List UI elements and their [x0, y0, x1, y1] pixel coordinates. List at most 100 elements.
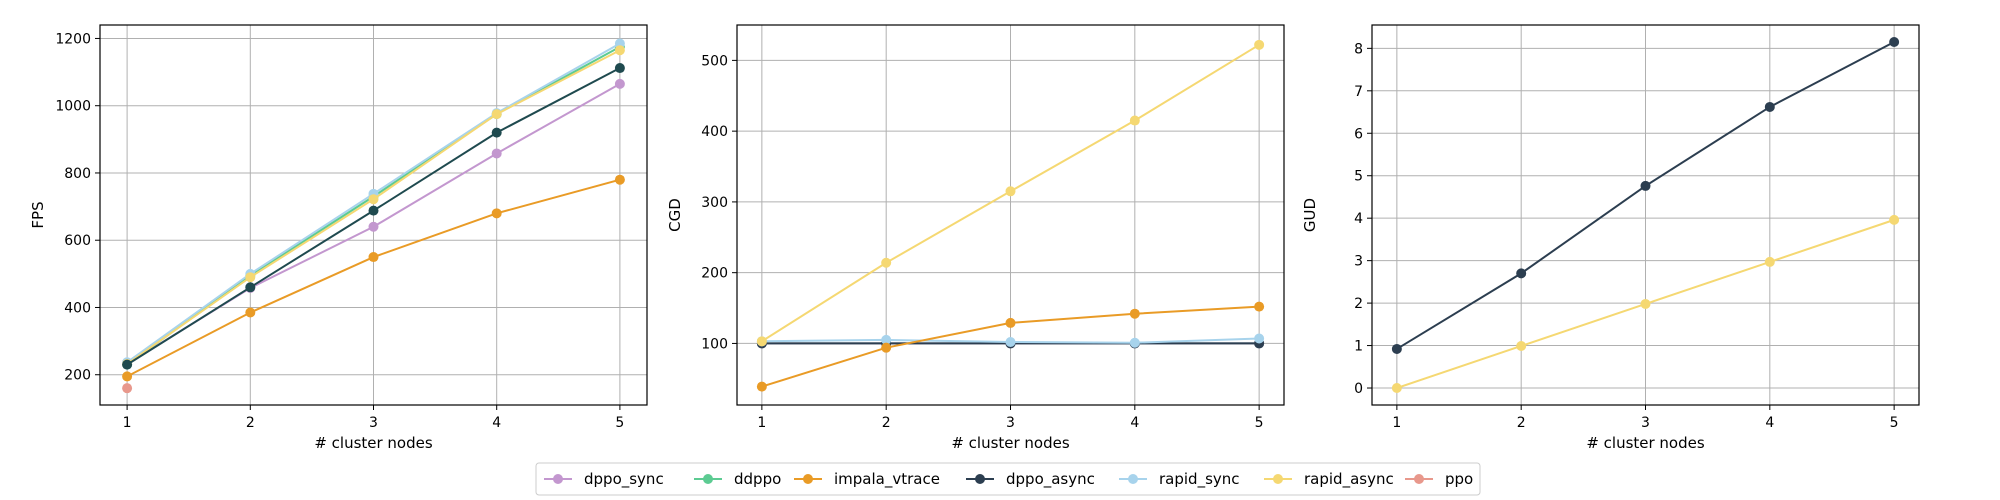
data-point-impala_vtrace	[1005, 317, 1016, 328]
legend-label: rapid_async	[1304, 470, 1394, 489]
data-point-impala_vtrace	[1254, 301, 1265, 312]
data-point-rapid_async	[1640, 298, 1651, 309]
legend-entry-impala_vtrace: impala_vtrace	[794, 470, 940, 489]
data-point-impala_vtrace	[614, 174, 625, 185]
data-point-dppo_async	[1516, 268, 1527, 279]
chart-panel-3: 1 2 3 4 5 0 1 2 3 4 5 6 7 8 # cluster nodes GUD	[1301, 24, 1920, 452]
data-point-rapid_async	[491, 109, 502, 120]
x-tick-label: 5	[1890, 415, 1899, 431]
series-dppo_async	[122, 63, 625, 370]
y-tick-label: 1200	[55, 31, 91, 47]
x-axis-label: # cluster nodes	[314, 434, 433, 452]
y-tick-label: 400	[701, 124, 728, 140]
x-tick-label: 1	[757, 415, 766, 431]
y-tick-label: 7	[1354, 84, 1363, 100]
series-ppo	[122, 383, 133, 394]
y-tick-label: 100	[701, 336, 728, 352]
data-point-rapid_async	[881, 257, 892, 268]
legend-label: dppo_sync	[584, 470, 664, 489]
legend-entry-dppo_async: dppo_async	[966, 470, 1095, 489]
x-tick-label: 4	[1130, 415, 1139, 431]
data-point-dppo_sync	[491, 148, 502, 159]
data-point-ppo	[122, 383, 133, 394]
x-tick-label: 4	[1765, 415, 1774, 431]
data-point-dppo_async	[1391, 343, 1402, 354]
y-tick-label: 0	[1354, 381, 1363, 397]
data-point-rapid_async	[1889, 214, 1900, 225]
data-point-rapid_sync	[1254, 333, 1265, 344]
legend-entry-dppo_sync: dppo_sync	[544, 470, 664, 489]
data-point-rapid_sync	[1129, 337, 1140, 348]
legend-entry-ppo: ppo	[1405, 470, 1473, 488]
y-tick-label: 600	[64, 233, 91, 249]
data-point-dppo_sync	[614, 78, 625, 89]
y-tick-label: 200	[64, 368, 91, 384]
legend-box	[535, 462, 1481, 496]
y-axis-label: GUD	[1301, 198, 1319, 232]
legend-entry-ddppo: ddppo	[694, 470, 781, 488]
data-point-rapid_async	[245, 272, 256, 283]
legend-label: impala_vtrace	[834, 470, 940, 489]
legend: dppo_sync ddppo impala_vtrace dppo_async rap…	[535, 462, 1481, 496]
data-point-rapid_async	[614, 45, 625, 56]
y-tick-label: 1	[1354, 339, 1363, 355]
y-tick-label: 400	[64, 300, 91, 316]
legend-label: ppo	[1445, 470, 1473, 488]
data-point-impala_vtrace	[245, 307, 256, 318]
chart-panel-2: 1 2 3 4 5 100 200 300 400 500 # cluster nodes CGD	[666, 24, 1285, 452]
series-dppo_async	[1391, 36, 1900, 354]
x-tick-label: 3	[1006, 415, 1015, 431]
y-tick-label: 300	[701, 195, 728, 211]
y-axis-label: FPS	[29, 201, 47, 228]
y-tick-label: 8	[1354, 41, 1363, 57]
data-point-impala_vtrace	[491, 208, 502, 219]
series-rapid_async	[756, 39, 1265, 347]
legend-marker	[1128, 474, 1138, 484]
legend-marker	[803, 474, 813, 484]
data-point-rapid_sync	[881, 334, 892, 345]
series-impala_vtrace	[756, 301, 1265, 392]
y-tick-label: 3	[1354, 254, 1363, 270]
data-point-rapid_async	[1005, 186, 1016, 197]
y-axis-label: CGD	[666, 198, 684, 232]
data-point-rapid_async	[1254, 39, 1265, 50]
data-point-rapid_async	[756, 336, 767, 347]
y-tick-label: 5	[1354, 169, 1363, 185]
legend-marker	[975, 474, 985, 484]
data-point-dppo_async	[614, 63, 625, 74]
legend-entry-rapid_async: rapid_async	[1264, 470, 1394, 489]
x-tick-label: 2	[882, 415, 891, 431]
y-tick-label: 4	[1354, 211, 1363, 227]
x-tick-label: 3	[369, 415, 378, 431]
x-tick-label: 1	[123, 415, 132, 431]
series-impala_vtrace	[122, 174, 625, 382]
x-tick-label: 5	[1255, 415, 1264, 431]
legend-marker	[553, 474, 563, 484]
data-point-impala_vtrace	[368, 252, 379, 263]
data-point-impala_vtrace	[756, 381, 767, 392]
data-point-dppo_async	[245, 282, 256, 293]
legend-entry-rapid_sync: rapid_sync	[1119, 470, 1240, 489]
series-rapid_async	[1391, 214, 1900, 394]
data-point-rapid_async	[1764, 256, 1775, 267]
data-point-rapid_async	[368, 194, 379, 205]
legend-label: rapid_sync	[1159, 470, 1240, 489]
legend-marker	[703, 474, 713, 484]
data-point-rapid_async	[1516, 340, 1527, 351]
x-axis-label: # cluster nodes	[1586, 434, 1705, 452]
y-tick-label: 500	[701, 53, 728, 69]
chart-panel-1: 1 2 3 4 5 200 400 600 800 1000 1200 # cluster nodes…	[29, 24, 648, 452]
x-tick-label: 1	[1392, 415, 1401, 431]
data-point-dppo_async	[491, 127, 502, 138]
legend-label: ddppo	[734, 470, 781, 488]
y-tick-label: 6	[1354, 126, 1363, 142]
data-point-dppo_async	[1640, 180, 1651, 191]
data-point-impala_vtrace	[122, 371, 133, 382]
x-axis-label: # cluster nodes	[951, 434, 1070, 452]
data-point-dppo_async	[1764, 101, 1775, 112]
data-point-rapid_async	[1391, 383, 1402, 394]
x-tick-label: 4	[492, 415, 501, 431]
data-point-impala_vtrace	[1129, 308, 1140, 319]
legend-label: dppo_async	[1006, 470, 1095, 489]
